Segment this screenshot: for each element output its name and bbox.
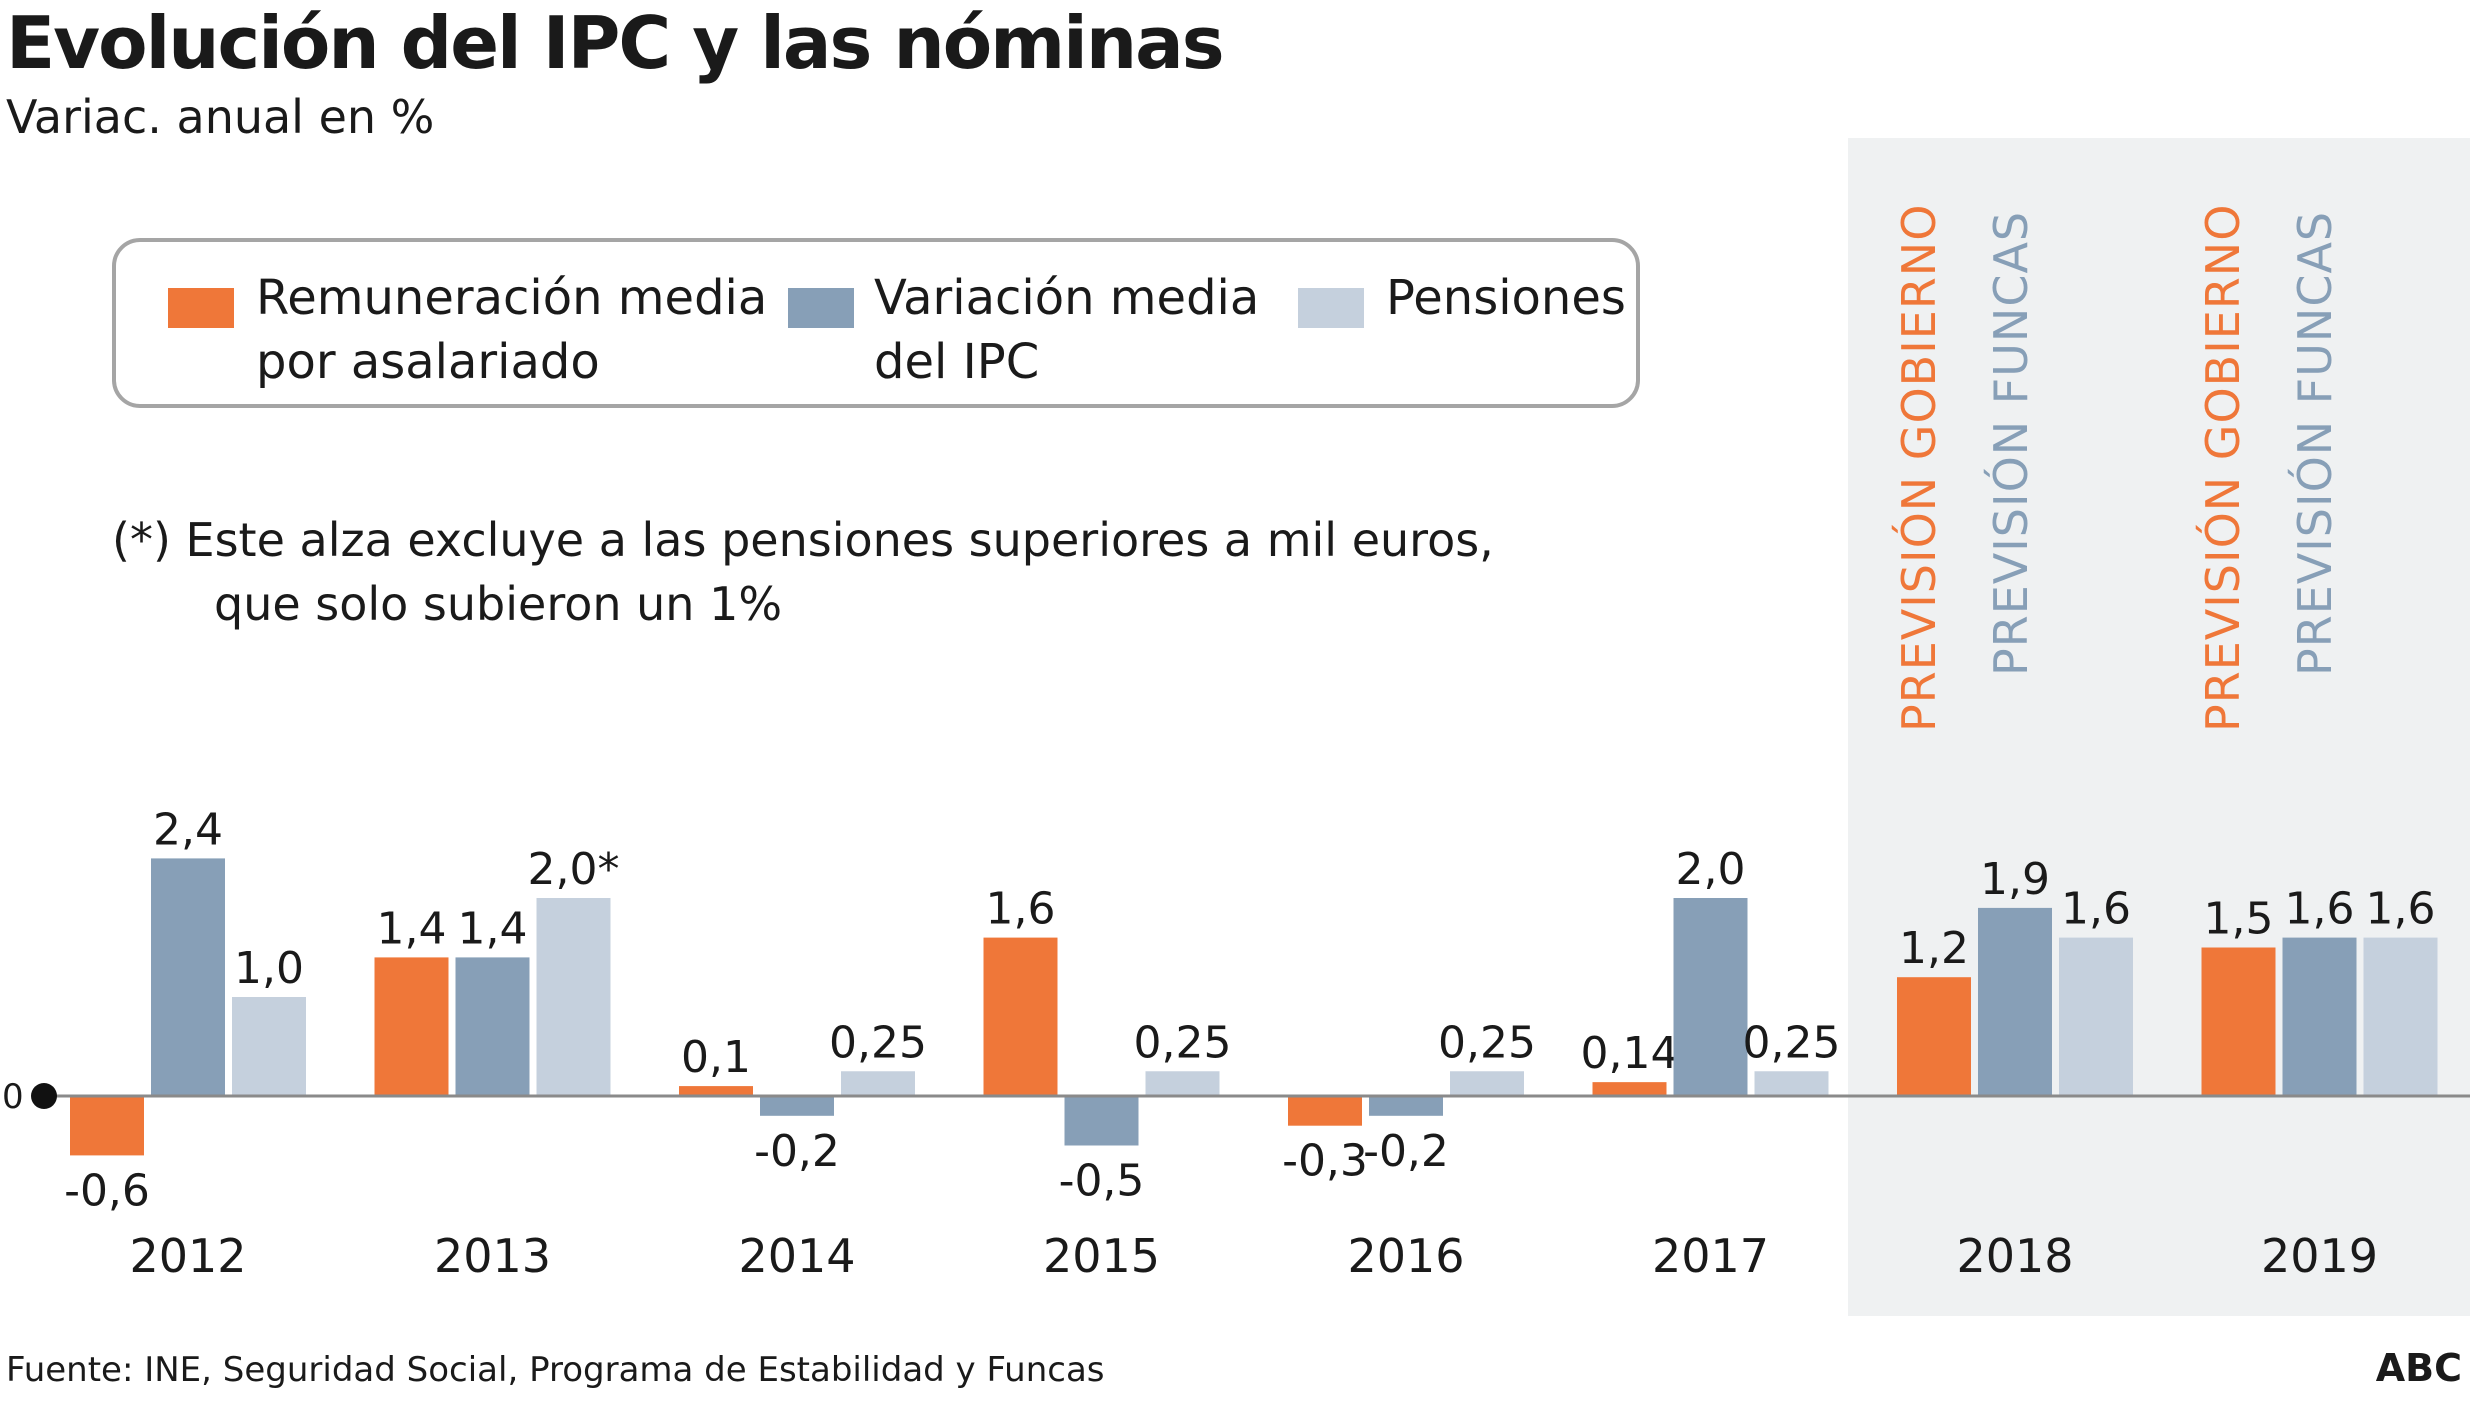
legend-swatch-ipc — [788, 288, 854, 328]
data-label-2017-series-2: 0,25 — [1743, 1017, 1841, 1068]
legend-swatch-pensiones — [1298, 288, 1364, 328]
x-tick-label-2013: 2013 — [434, 1229, 551, 1283]
bar-2013-series-2 — [536, 898, 611, 1096]
x-tick-label-2018: 2018 — [1956, 1229, 2073, 1283]
x-tick-label-2012: 2012 — [129, 1229, 246, 1283]
data-label-2019-series-0: 1,5 — [2204, 894, 2274, 945]
legend-swatch-remuneracion — [168, 288, 234, 328]
bar-2018-series-1 — [1978, 907, 2052, 1096]
zero-axis-dot — [31, 1083, 57, 1109]
data-label-2019-series-1: 1,6 — [2285, 884, 2355, 935]
data-label-2015-series-2: 0,25 — [1134, 1017, 1232, 1068]
data-label-2016-series-2: 0,25 — [1438, 1017, 1536, 1068]
bar-2016-series-1 — [1369, 1096, 1443, 1116]
x-tick-label-2017: 2017 — [1652, 1229, 1769, 1283]
footnote: (*) Este alza excluye a las pensiones su… — [112, 513, 1494, 631]
bar-2014-series-1 — [760, 1096, 834, 1116]
data-label-2019-series-2: 1,6 — [2366, 884, 2436, 935]
data-label-2014-series-0: 0,1 — [681, 1032, 751, 1083]
bar-2019-series-2 — [2363, 937, 2438, 1096]
bar-2014-series-0 — [679, 1086, 753, 1096]
data-label-2016-series-0: -0,3 — [1282, 1136, 1368, 1187]
bar-2012-series-1 — [151, 858, 225, 1096]
bar-2012-series-2 — [232, 997, 306, 1096]
data-label-2018-series-0: 1,2 — [1899, 923, 1969, 974]
chart-subtitle: Variac. anual en % — [6, 90, 435, 144]
data-label-2012-series-2: 1,0 — [234, 943, 304, 994]
legend-label-ipc: Variación media del IPC — [874, 270, 1260, 390]
chart-title: Evolución del IPC y las nóminas — [6, 1, 1225, 85]
data-label-2015-series-0: 1,6 — [986, 884, 1056, 935]
data-label-2013-series-1: 1,4 — [458, 903, 528, 954]
data-label-2017-series-1: 2,0 — [1676, 844, 1746, 895]
bar-2017-series-2 — [1754, 1071, 1829, 1096]
bar-2013-series-0 — [374, 957, 449, 1096]
data-label-2018-series-2: 1,6 — [2061, 884, 2131, 935]
bar-2016-series-0 — [1288, 1096, 1362, 1126]
data-label-2018-series-1: 1,9 — [1980, 854, 2050, 905]
data-label-2013-series-2: 2,0* — [528, 844, 620, 895]
bar-2013-series-1 — [455, 957, 530, 1096]
x-tick-label-2015: 2015 — [1043, 1229, 1160, 1283]
brand-logo-text: ABC — [2375, 1346, 2462, 1390]
data-label-2016-series-1: -0,2 — [1363, 1126, 1449, 1177]
bar-2017-series-1 — [1673, 898, 1748, 1096]
forecast-region-background — [1848, 138, 2470, 1316]
data-label-2014-series-2: 0,25 — [829, 1017, 927, 1068]
data-label-2014-series-1: -0,2 — [754, 1126, 840, 1177]
bar-2018-series-2 — [2059, 937, 2133, 1096]
bar-2018-series-0 — [1897, 977, 1971, 1096]
zero-label: 0 — [2, 1077, 24, 1117]
bar-2012-series-0 — [70, 1096, 144, 1156]
legend-label-remuneracion: Remuneración media por asalariado — [256, 270, 768, 390]
bar-2017-series-0 — [1592, 1082, 1667, 1096]
bar-2015-series-1 — [1064, 1096, 1139, 1146]
bar-2019-series-0 — [2201, 947, 2276, 1096]
legend-label-pensiones: Pensiones — [1386, 270, 1626, 326]
data-label-2012-series-1: 2,4 — [153, 804, 223, 855]
data-label-2013-series-0: 1,4 — [377, 903, 447, 954]
x-tick-label-2014: 2014 — [738, 1229, 855, 1283]
bar-2015-series-2 — [1145, 1071, 1220, 1096]
legend: Remuneración media por asalariado Variaci… — [112, 238, 1640, 408]
bar-2016-series-2 — [1450, 1071, 1524, 1096]
bar-2019-series-1 — [2282, 937, 2357, 1096]
bar-2015-series-0 — [983, 937, 1058, 1096]
data-label-2017-series-0: 0,14 — [1581, 1028, 1679, 1079]
x-tick-label-2016: 2016 — [1347, 1229, 1464, 1283]
bar-2014-series-2 — [841, 1071, 915, 1096]
x-tick-label-2019: 2019 — [2261, 1229, 2378, 1283]
source-note: Fuente: INE, Seguridad Social, Programa … — [6, 1350, 1105, 1390]
data-label-2015-series-1: -0,5 — [1059, 1156, 1145, 1207]
data-label-2012-series-0: -0,6 — [64, 1165, 150, 1216]
